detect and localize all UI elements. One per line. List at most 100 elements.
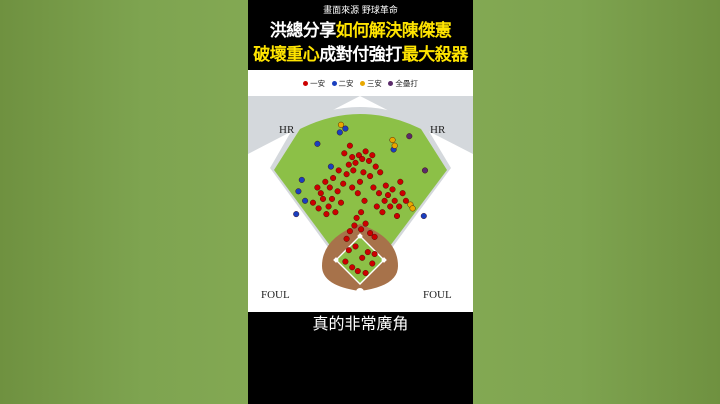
legend-marker-single: [303, 81, 309, 86]
hit-point-series1-7: [327, 163, 334, 170]
hit-point-series0-9: [326, 184, 333, 191]
hit-point-series0-52: [346, 228, 353, 235]
headline-1-part-2: 如何解決陳傑憲: [335, 21, 452, 41]
hit-point-series0-26: [360, 169, 367, 176]
hit-point-series3-1: [421, 167, 428, 174]
lower-black-area: [248, 312, 473, 404]
hit-point-series0-5: [328, 195, 335, 202]
foul-label-right: FOUL: [423, 289, 452, 301]
outfield-grass: [274, 114, 447, 286]
hr-label-left: HR: [279, 124, 295, 136]
hit-point-series0-56: [362, 220, 369, 227]
hit-point-series0-53: [343, 235, 350, 242]
hit-point-series0-40: [381, 197, 388, 204]
hit-point-series0-0: [310, 199, 317, 206]
hr-label-right: HR: [430, 124, 446, 136]
hit-point-series1-3: [298, 176, 305, 183]
baseball-field: HR HR FOUL FOUL: [248, 96, 473, 312]
hit-point-series0-10: [322, 178, 329, 185]
hit-point-series0-1: [315, 205, 322, 212]
hit-point-series0-31: [341, 150, 348, 157]
hit-point-series0-27: [350, 167, 357, 174]
hit-point-series0-44: [389, 186, 396, 193]
hit-point-series0-28: [367, 173, 374, 180]
headline-1-part-1: 洪總分享: [269, 21, 337, 41]
hit-point-series1-1: [295, 188, 302, 195]
hit-point-series0-16: [335, 167, 342, 174]
hit-point-series0-7: [317, 190, 324, 197]
legend-marker-double: [331, 81, 337, 86]
headline-line-2: 破壞重心成對付強打最大殺器: [248, 40, 473, 65]
hit-point-series0-41: [387, 203, 394, 210]
legend-item-single: 一安: [303, 78, 325, 89]
hit-point-series0-67: [349, 264, 356, 271]
hit-point-series2-1: [389, 137, 396, 144]
hit-point-series0-55: [358, 226, 365, 233]
hit-point-series0-33: [354, 190, 361, 197]
source-caption: 畫面來源 野球革命: [323, 6, 398, 16]
hit-point-series0-12: [330, 174, 337, 181]
hit-point-series0-36: [375, 190, 382, 197]
hit-point-series0-50: [402, 197, 409, 204]
hit-point-series0-32: [346, 142, 353, 149]
headline-2-part-1: 破壞重心: [253, 45, 320, 65]
hit-point-series0-30: [356, 178, 363, 185]
hit-point-series2-0: [337, 121, 344, 128]
hit-point-series1-6: [342, 125, 349, 132]
hit-point-series0-37: [349, 184, 356, 191]
hit-point-series0-24: [369, 152, 376, 159]
hit-point-series0-51: [379, 209, 386, 216]
hit-point-series2-4: [409, 205, 416, 212]
hit-point-series0-47: [393, 212, 400, 219]
legend-item-triple: 三安: [359, 78, 382, 89]
hit-point-series0-21: [359, 156, 366, 163]
hit-point-series1-9: [420, 212, 427, 219]
hit-point-series0-48: [382, 182, 389, 189]
hit-point-series0-59: [353, 214, 360, 221]
legend-marker-homerun: [388, 81, 394, 86]
hit-point-series0-62: [359, 254, 366, 261]
hit-point-series0-57: [367, 230, 374, 237]
video-frame: 畫面來源 野球革命 洪總分享如何解決陳傑憲 破壞重心成對付強打最大殺器 一安 二…: [248, 0, 473, 404]
first-base: [381, 257, 387, 263]
headline-2-part-2: 成對付強打: [319, 45, 402, 65]
hit-point-series0-38: [373, 203, 380, 210]
hit-point-series0-46: [399, 190, 406, 197]
legend-item-homerun: 全壘打: [388, 78, 418, 89]
legend-label-triple: 三安: [366, 79, 382, 88]
hit-point-series1-2: [293, 211, 300, 218]
hit-point-series0-13: [314, 184, 321, 191]
hit-point-series0-54: [351, 222, 358, 229]
legend-marker-triple: [359, 81, 365, 86]
hit-point-series0-60: [345, 247, 352, 254]
hit-point-series0-35: [370, 184, 377, 191]
legend-label-homerun: 全壘打: [395, 79, 418, 88]
hit-point-series0-19: [352, 159, 359, 166]
hit-point-series0-25: [372, 163, 379, 170]
hit-point-series0-29: [377, 169, 384, 176]
hit-point-series0-4: [323, 211, 330, 218]
hit-point-series0-23: [365, 157, 372, 164]
hit-point-series0-61: [352, 243, 359, 250]
spray-chart-panel: 一安 二安 三安 全壘打 HR HR FOUL FOUL: [248, 70, 473, 312]
hit-point-series0-11: [337, 199, 344, 206]
hit-point-series0-2: [319, 195, 326, 202]
hit-point-series0-42: [384, 192, 391, 199]
hit-point-series0-65: [362, 269, 369, 276]
hit-point-series0-68: [371, 250, 378, 257]
spray-points: [293, 121, 428, 276]
hit-point-series0-34: [361, 197, 368, 204]
hit-point-series0-14: [340, 180, 347, 187]
legend-label-double: 二安: [338, 79, 354, 88]
hit-point-series0-20: [355, 152, 362, 159]
hit-point-series0-63: [364, 249, 371, 256]
hit-point-series0-64: [369, 260, 376, 267]
hit-point-series0-22: [362, 148, 369, 155]
hit-point-series0-43: [391, 197, 398, 204]
hit-point-series0-15: [343, 171, 350, 178]
hit-point-series0-18: [349, 154, 356, 161]
hit-point-series1-0: [302, 197, 309, 204]
foul-label-left: FOUL: [261, 289, 290, 301]
hit-point-series0-3: [325, 203, 332, 210]
hit-point-series0-69: [342, 258, 349, 265]
